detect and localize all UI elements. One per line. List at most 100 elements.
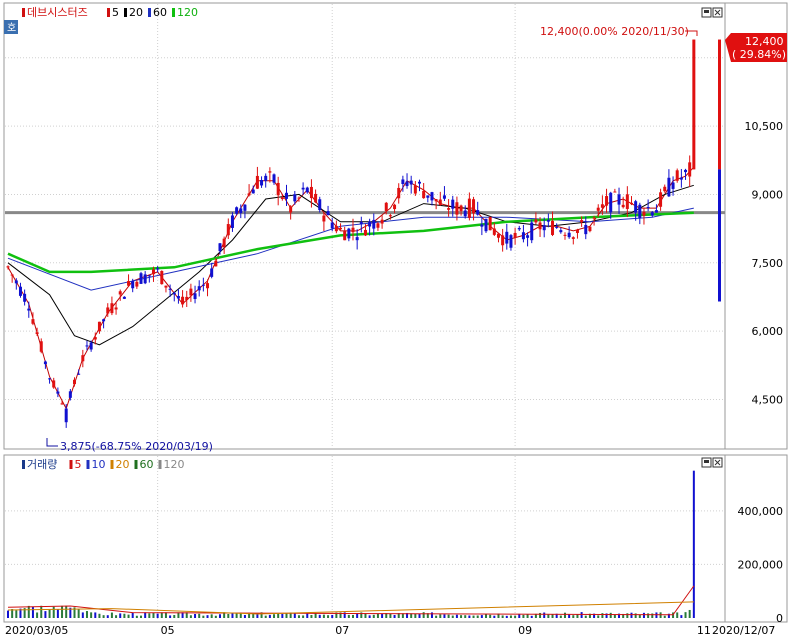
volume-bar <box>489 614 492 618</box>
price-axis-tick-label: 4,500 <box>752 393 784 406</box>
candle-body <box>93 337 97 340</box>
volume-bar <box>505 615 508 618</box>
volume-bar <box>235 613 238 618</box>
volume-bar <box>152 612 155 618</box>
volume-bar <box>443 614 446 618</box>
candle-body <box>654 210 658 213</box>
candle-body <box>10 274 14 276</box>
volume-bar <box>647 613 650 618</box>
price-axis-tick-label: 9,000 <box>752 188 784 201</box>
candle-body <box>305 187 309 193</box>
candle-body <box>359 222 363 224</box>
candle-body <box>247 193 251 196</box>
candle-body <box>35 332 39 335</box>
candle-body <box>272 174 276 183</box>
volume-bar <box>339 612 342 618</box>
volume-bar <box>11 609 14 618</box>
candle-body <box>401 179 405 185</box>
candle-body <box>131 281 135 289</box>
volume-bar <box>406 612 409 618</box>
price-axis-tick-label: 6,000 <box>752 325 784 338</box>
candle-body <box>351 227 355 233</box>
candle-body <box>218 243 222 252</box>
legend-label: 10 <box>92 458 106 471</box>
price-panel-close-button[interactable] <box>712 7 723 18</box>
candle-body <box>451 199 455 209</box>
candle-body <box>484 218 488 232</box>
candle-body <box>496 233 500 238</box>
legend-marker <box>22 460 25 469</box>
price-panel-minimize-button[interactable] <box>701 7 712 18</box>
current-price-tag-price: 12,400 <box>745 35 784 48</box>
volume-bar <box>264 615 267 618</box>
volume-bar <box>119 613 122 618</box>
volume-bar <box>588 613 591 618</box>
candle-body <box>226 224 230 236</box>
volume-bar <box>381 614 384 618</box>
candle-body <box>388 215 392 217</box>
volume-panel-close-button[interactable] <box>712 457 723 468</box>
candle-body <box>663 186 667 192</box>
candle-body <box>52 380 56 388</box>
price-panel <box>3 2 726 450</box>
candle-body <box>659 192 663 207</box>
volume-bar <box>356 612 359 618</box>
volume-bar <box>27 605 30 618</box>
candle-body <box>679 177 683 180</box>
candle-body <box>268 171 272 173</box>
candle-body <box>222 238 226 248</box>
mode-badge[interactable] <box>4 20 18 34</box>
candle-body <box>521 232 525 240</box>
legend-label: 60 <box>153 6 167 19</box>
volume-bar <box>23 608 26 618</box>
candle-body <box>642 211 646 216</box>
volume-bar <box>48 609 51 618</box>
volume-bar <box>314 613 317 618</box>
candle-body <box>147 275 151 277</box>
volume-bar <box>268 614 271 618</box>
volume-axis-tick-label: 0 <box>776 612 783 625</box>
volume-bar <box>509 615 512 618</box>
x-axis-tick-label: 05 <box>161 624 175 636</box>
legend-label: 60 <box>140 458 154 471</box>
volume-bar <box>115 615 118 618</box>
volume-bar <box>601 613 604 618</box>
max-price-annotation: 12,400(0.00% 2020/11/30) <box>540 25 689 38</box>
candle-body <box>376 223 380 228</box>
volume-bar <box>638 614 641 618</box>
candle-body <box>151 269 155 275</box>
volume-bar <box>385 613 388 618</box>
volume-bar <box>85 611 88 618</box>
candle-body <box>77 373 81 375</box>
volume-bar <box>468 615 471 618</box>
volume-bar <box>526 614 529 618</box>
candle-body <box>667 177 671 197</box>
volume-bar <box>256 613 259 618</box>
min-price-annotation: 3,875(-68.75% 2020/03/19) <box>60 440 213 453</box>
candle-body <box>39 341 43 352</box>
volume-bar <box>539 612 542 618</box>
current-range-down-bar <box>718 169 721 302</box>
candle-body <box>23 293 27 302</box>
volume-bar <box>663 615 666 618</box>
volume-bar <box>189 615 192 618</box>
volume-bar <box>534 613 537 618</box>
candle-body <box>14 280 18 284</box>
volume-bar <box>680 615 683 618</box>
candle-body <box>127 281 131 286</box>
volume-bar <box>422 612 425 618</box>
volume-bar <box>210 614 213 618</box>
volume-bar <box>480 615 483 618</box>
candle-body <box>600 204 604 208</box>
candle-body <box>472 199 476 214</box>
candle-body <box>609 192 613 213</box>
candle-body <box>675 170 679 181</box>
candle-body <box>409 180 413 185</box>
candle-body <box>393 204 397 210</box>
volume-bar <box>343 612 346 618</box>
candle-body <box>501 235 505 246</box>
candle-body <box>48 378 52 380</box>
volume-axis-tick-label: 400,000 <box>738 505 784 518</box>
volume-panel-minimize-button[interactable] <box>701 457 712 468</box>
